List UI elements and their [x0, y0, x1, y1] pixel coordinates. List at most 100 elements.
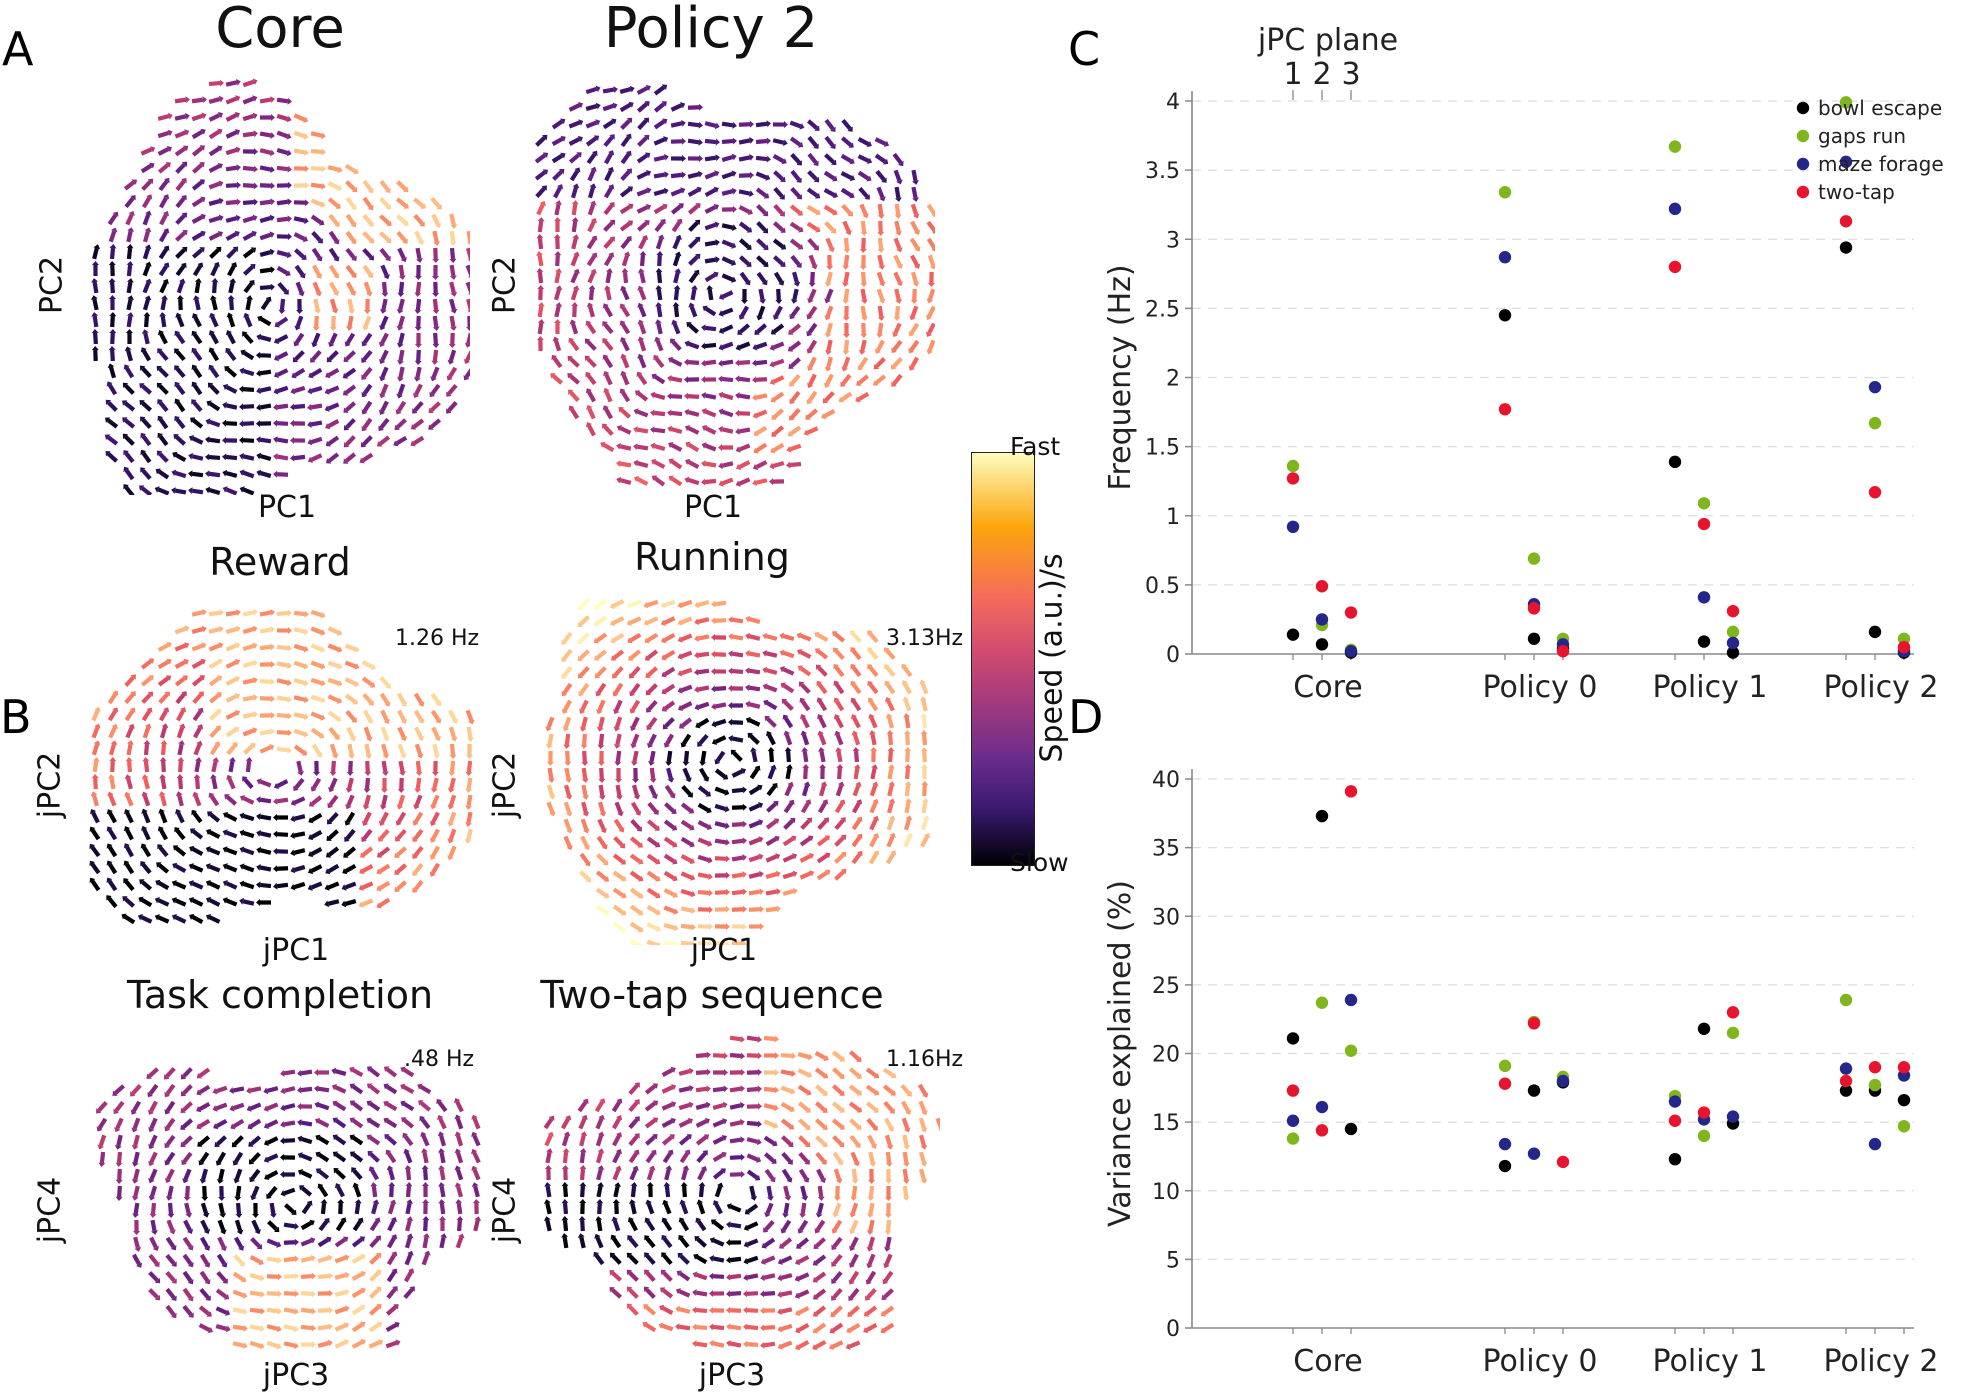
flow-arrow [795, 1322, 810, 1334]
flow-arrow [636, 187, 652, 197]
panel-letter-a: A [2, 22, 34, 76]
data-point [1839, 1074, 1853, 1088]
flow-arrow [276, 147, 292, 157]
flow-arrow [266, 1273, 282, 1281]
flow-arrow [637, 319, 647, 335]
flow-arrow [633, 443, 649, 451]
flow-arrow [300, 1324, 316, 1332]
flow-arrow [174, 808, 185, 824]
flow-arrow [139, 485, 153, 495]
flow-arrow [376, 880, 391, 892]
flow-arrow [567, 373, 581, 385]
flow-arrow [465, 281, 470, 295]
flow-arrow [180, 1067, 193, 1080]
flow-arrow [918, 1100, 928, 1116]
flow-arrow [273, 419, 289, 427]
flow-arrow [738, 305, 750, 320]
flow-arrow [783, 730, 793, 746]
flow-arrow [682, 767, 692, 783]
flow-arrow [334, 1183, 345, 1198]
flow-arrow [216, 1168, 225, 1184]
flow-arrow [670, 187, 686, 197]
flow-arrow [157, 844, 169, 858]
flow-arrow [663, 905, 679, 915]
flow-arrow [718, 324, 734, 334]
flow-arrow [835, 781, 845, 797]
flow-arrow [400, 1083, 415, 1095]
flow-arrow [412, 828, 424, 843]
flow-arrow [361, 676, 376, 688]
flow-arrow [276, 265, 291, 277]
flow-arrow [199, 1270, 211, 1285]
flow-arrow [428, 418, 442, 430]
flow-arrow [603, 236, 615, 249]
flow-arrow [735, 427, 751, 435]
flow-arrow [394, 846, 407, 858]
flow-arrow [735, 392, 751, 400]
flow-arrow [711, 718, 727, 728]
data-point [1668, 1114, 1682, 1127]
flow-arrow [366, 1100, 381, 1112]
flow-arrow [259, 214, 275, 224]
flow-arrow [214, 1135, 227, 1148]
flow-arrow [790, 254, 802, 268]
flow-arrow [781, 1152, 793, 1165]
flow-arrow [684, 408, 700, 417]
flow-arrow [596, 716, 605, 732]
flow-arrow [877, 220, 885, 236]
flow-arrow [146, 1067, 159, 1079]
flow-arrow [637, 302, 647, 318]
flow-arrow [755, 137, 771, 145]
flow-arrow [613, 733, 622, 749]
flow-arrow [157, 112, 173, 121]
flow-arrow [159, 211, 170, 226]
flow-arrow [239, 367, 255, 377]
data-point [1697, 497, 1711, 510]
flow-arrow [616, 476, 632, 485]
flow-arrow [874, 137, 890, 148]
flow-arrow [885, 1151, 893, 1167]
panel-letter-b: B [0, 690, 32, 744]
flow-arrow [217, 1219, 227, 1235]
flow-arrow [833, 714, 844, 729]
flow-arrow [833, 647, 845, 660]
flow-arrow [334, 1254, 350, 1264]
flow-arrow [180, 1101, 193, 1113]
flow-arrow [766, 1185, 774, 1201]
flow-arrow [140, 861, 152, 875]
flow-arrow [711, 735, 727, 746]
flow-arrow [259, 148, 275, 157]
flow-arrow [225, 129, 241, 139]
flow-arrow [362, 196, 374, 211]
flow-arrow [242, 130, 258, 138]
flow-arrow [636, 152, 651, 164]
flow-arrow [191, 230, 206, 242]
flow-arrow [159, 723, 169, 739]
flow-arrow [536, 336, 544, 352]
flow-arrow [900, 1083, 912, 1097]
data-point [1556, 1074, 1570, 1088]
flow-arrow [714, 803, 730, 813]
flow-arrow [841, 204, 853, 217]
flow-arrow [360, 435, 373, 448]
flow-arrow [842, 339, 850, 355]
flow-arrow [580, 835, 591, 850]
flow-arrow [865, 1101, 879, 1113]
y-tick-label: 0.5 [1145, 574, 1180, 599]
flow-arrow [419, 1115, 431, 1130]
flow-arrow [695, 1134, 710, 1146]
flow-arrow [273, 865, 289, 873]
flow-arrow [695, 1117, 711, 1128]
legend-label: bowl escape [1818, 96, 1942, 120]
flow-arrow [602, 118, 617, 130]
flow-arrow [256, 778, 272, 788]
flow-arrow [309, 795, 323, 807]
flow-arrow [122, 400, 136, 412]
legend-label: gaps run [1818, 124, 1906, 148]
flow-arrow [814, 631, 829, 643]
flow-arrow [159, 774, 167, 790]
flow-arrow [731, 767, 747, 778]
flow-arrow [595, 887, 610, 899]
panel-b-task-ylabel: jPC4 [32, 1176, 68, 1244]
flow-arrow [396, 383, 406, 399]
